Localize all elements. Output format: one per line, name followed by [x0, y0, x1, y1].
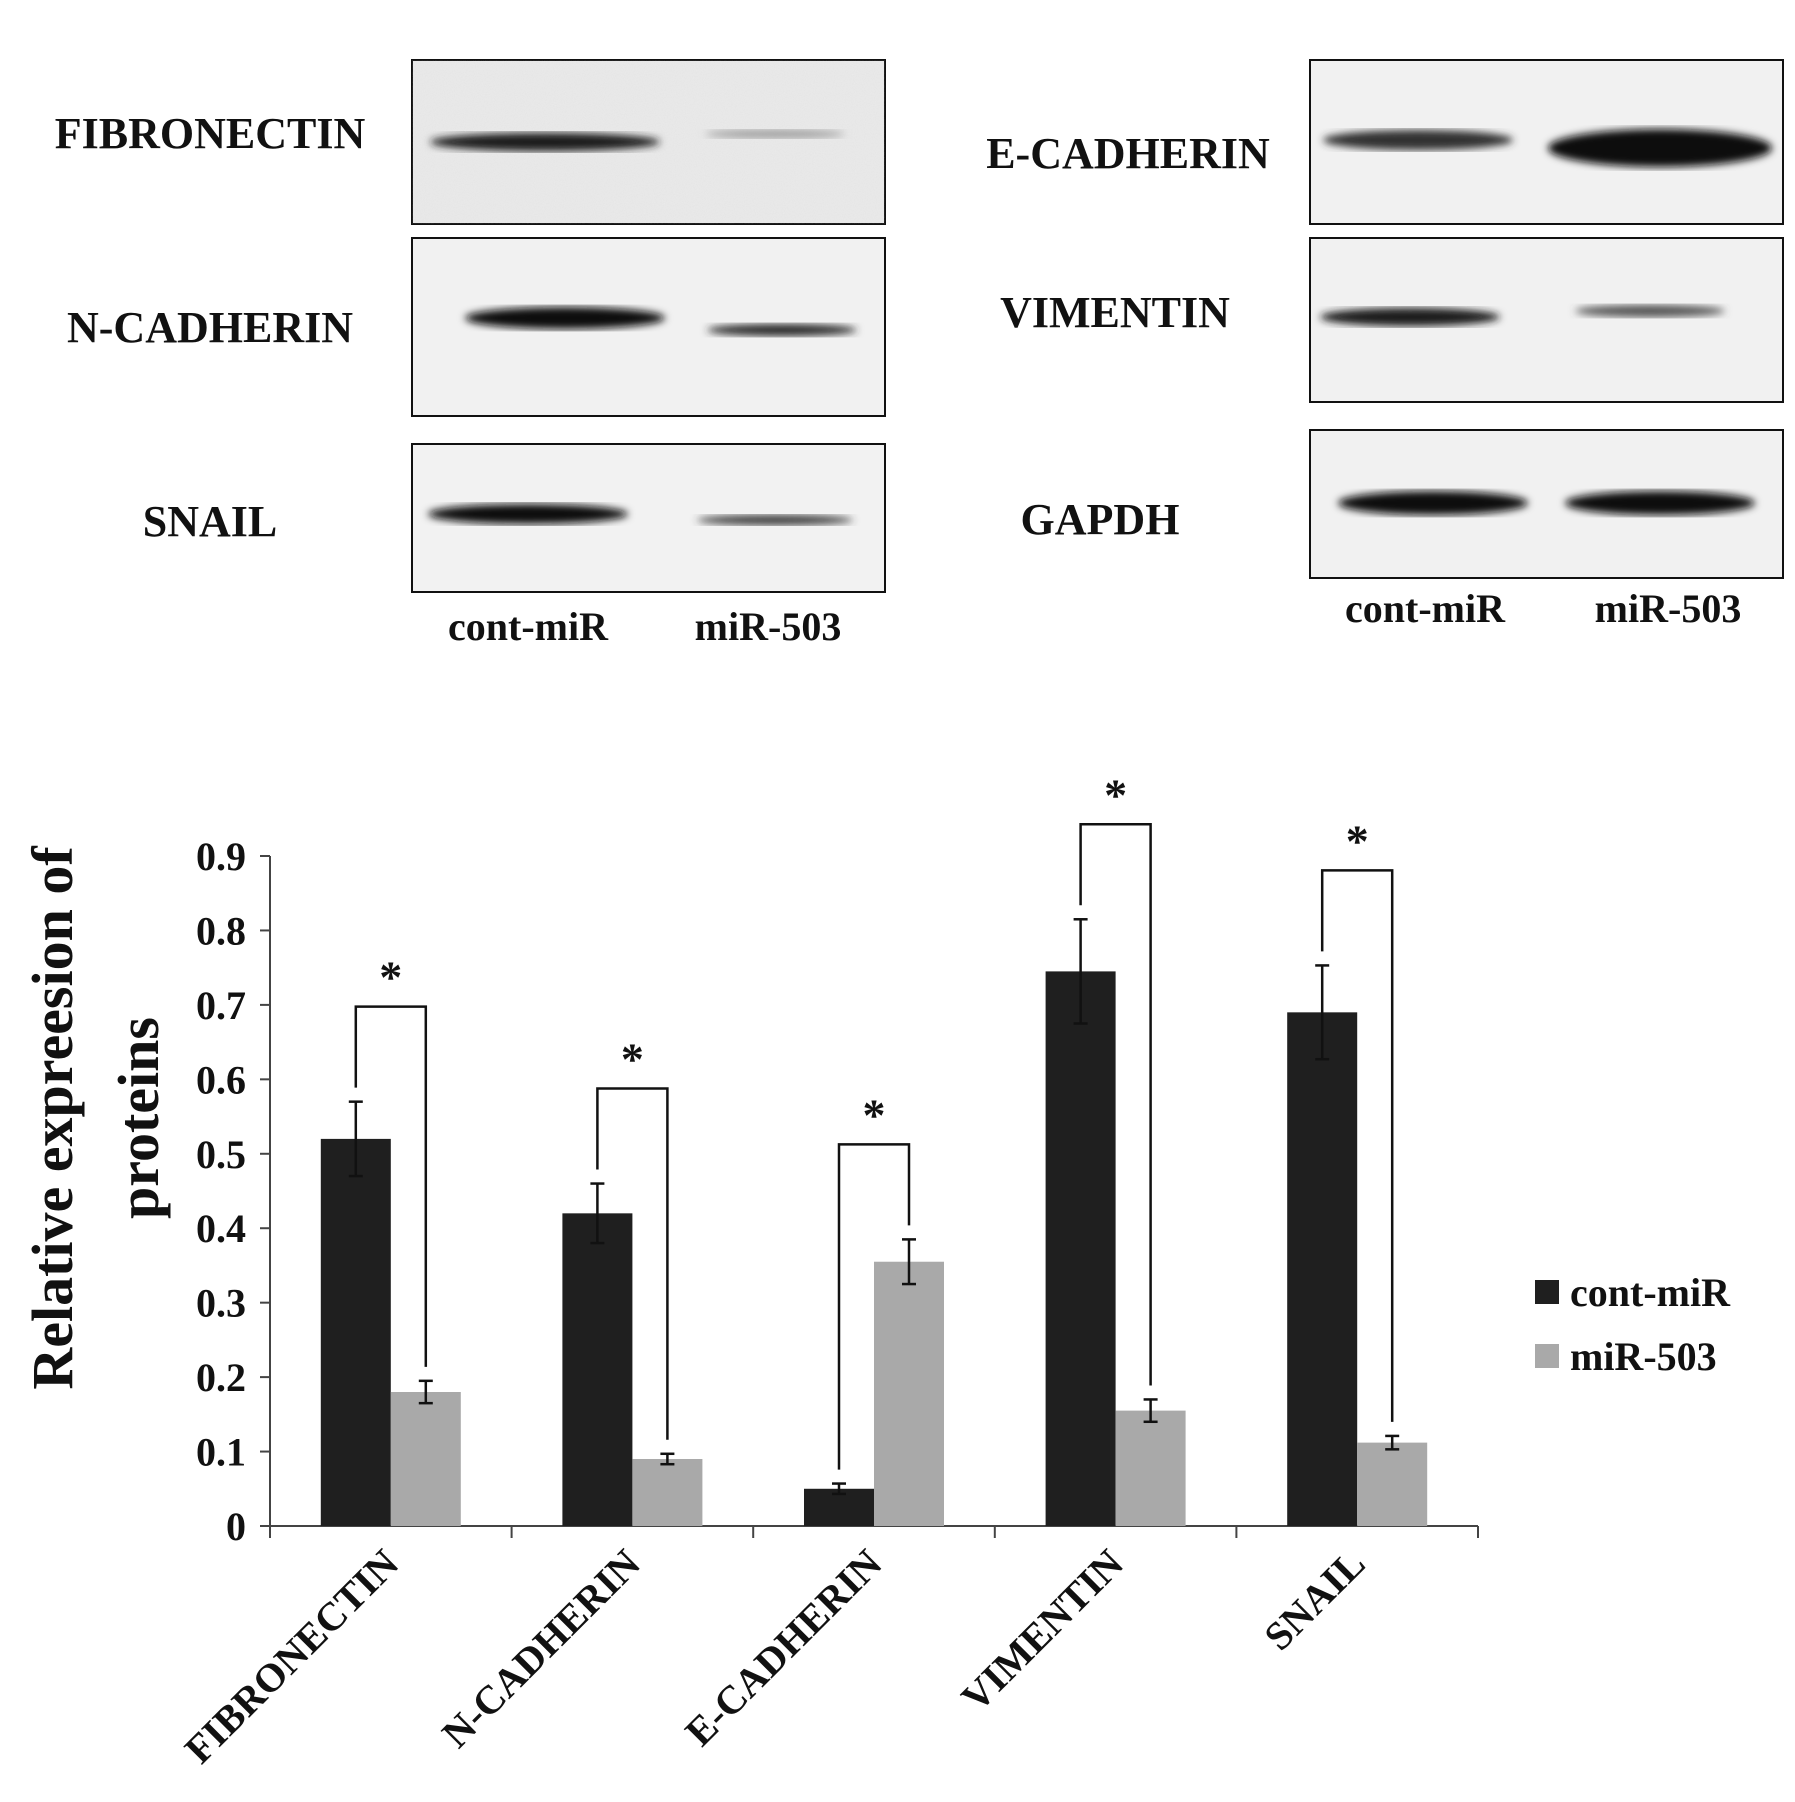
bar-mir-503	[632, 1459, 703, 1526]
y-axis: 0 0.1 0.2 0.3 0.4 0.5 0.6 0.7 0.8 0.9	[196, 834, 271, 1549]
y-tick-label: 0.3	[196, 1281, 246, 1326]
x-axis: FIBRONECTIN N-CADHERIN E-CADHERIN VIMENTIN S…	[176, 1525, 1479, 1772]
x-category-label: E-CADHERIN	[676, 1540, 890, 1754]
significance-bracket	[1079, 823, 1152, 1386]
blot-label-vimentin: VIMENTIN	[1000, 288, 1230, 337]
y-tick-label: 0.7	[196, 983, 246, 1028]
significance-bracket	[1320, 869, 1394, 1422]
significance-star: *	[621, 1034, 644, 1085]
blot-snail	[411, 443, 886, 593]
blot-label-e-cadherin: E-CADHERIN	[986, 129, 1270, 178]
bar-mir-503	[874, 1261, 944, 1526]
significance-star: *	[379, 952, 402, 1003]
significance-star: *	[863, 1089, 886, 1140]
x-category-label: N-CADHERIN	[433, 1540, 649, 1756]
bars	[320, 918, 1428, 1526]
lane-label-cont-mir-left: cont-miR	[448, 604, 609, 649]
blot-label-snail: SNAIL	[143, 497, 278, 546]
blot-gapdh	[1309, 429, 1784, 579]
lane-label-mir-503-left: miR-503	[695, 604, 842, 649]
bar-cont-mir	[1287, 1012, 1358, 1526]
legend-swatch-cont-mir	[1535, 1280, 1559, 1304]
x-category-label: FIBRONECTIN	[176, 1540, 407, 1771]
bar-cont-mir	[1045, 971, 1116, 1526]
significance-star: *	[1104, 769, 1127, 820]
significance-star: *	[1346, 815, 1369, 866]
blot-right-column: E-CADHERIN VIMENTIN GAPDH cont-miR miR-5…	[986, 59, 1784, 631]
bar-cont-mir	[562, 1213, 633, 1526]
blot-left-column: FIBRONECTIN N-CADHERIN SNAIL cont-miR mi…	[55, 59, 886, 649]
blot-label-gapdh: GAPDH	[1021, 495, 1180, 544]
blot-n-cadherin	[411, 237, 886, 417]
bar-mir-503	[1357, 1442, 1428, 1526]
lane-label-cont-mir-right: cont-miR	[1345, 586, 1506, 631]
legend: cont-miR miR-503	[1535, 1270, 1731, 1379]
y-tick-label: 0.6	[196, 1057, 246, 1102]
blot-label-n-cadherin: N-CADHERIN	[67, 303, 353, 352]
blot-fibronectin	[411, 59, 886, 225]
y-tick-label: 0.2	[196, 1355, 246, 1400]
blot-vimentin	[1309, 237, 1784, 403]
bar-mir-503	[390, 1392, 461, 1526]
legend-label-cont-mir: cont-miR	[1570, 1270, 1731, 1315]
x-category-label: SNAIL	[1255, 1541, 1373, 1659]
y-tick-label: 0.4	[196, 1206, 246, 1251]
significance-bracket	[354, 1005, 428, 1367]
blot-e-cadherin	[1309, 59, 1784, 225]
y-tick-label: 0.1	[196, 1430, 246, 1475]
y-tick-label: 0.5	[196, 1132, 246, 1177]
lane-label-mir-503-right: miR-503	[1595, 586, 1742, 631]
legend-label-mir-503: miR-503	[1570, 1334, 1717, 1379]
blot-label-fibronectin: FIBRONECTIN	[55, 109, 366, 158]
significance-brackets: * * * * *	[354, 769, 1394, 1470]
x-category-label: VIMENTIN	[952, 1540, 1132, 1720]
bar-cont-mir	[320, 1138, 391, 1526]
y-tick-label: 0	[226, 1504, 246, 1549]
bar-chart: Relative expreesion of proteins 00.10.20…	[20, 769, 1731, 1772]
y-tick-label: 0.9	[196, 834, 246, 879]
y-axis-title-line-2: proteins	[106, 1017, 171, 1219]
significance-bracket	[837, 1143, 911, 1470]
y-tick-label: 0.8	[196, 908, 246, 953]
legend-swatch-mir-503	[1535, 1344, 1559, 1368]
significance-bracket	[596, 1087, 669, 1440]
y-axis-title-line-1: Relative expreesion of	[20, 846, 85, 1390]
bar-mir-503	[1115, 1410, 1186, 1526]
